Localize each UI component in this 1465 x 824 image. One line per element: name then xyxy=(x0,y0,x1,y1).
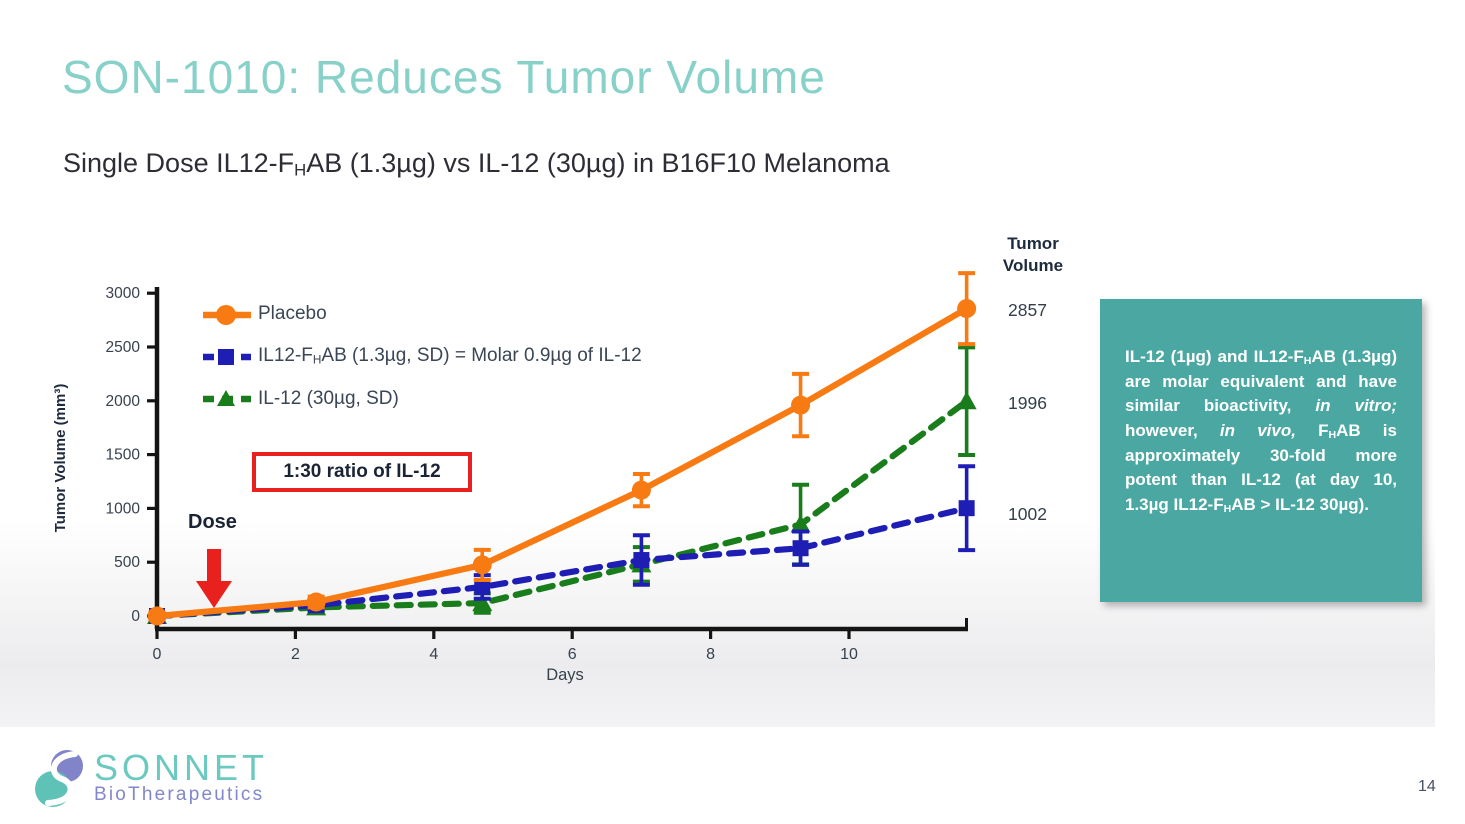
end-value-il12-fhab: 1002 xyxy=(1008,504,1047,524)
svg-text:6: 6 xyxy=(568,646,577,663)
slide-subtitle: Single Dose IL12-FHAB (1.3µg) vs IL-12 (… xyxy=(63,148,890,180)
svg-text:1500: 1500 xyxy=(106,447,141,464)
svg-text:8: 8 xyxy=(706,646,715,663)
legend-sample-triangle xyxy=(203,390,251,406)
tumor-volume-column-header: Tumor Volume xyxy=(1002,234,1064,276)
svg-text:10: 10 xyxy=(840,646,858,663)
svg-text:2: 2 xyxy=(291,646,300,663)
end-value-il12: 1996 xyxy=(1008,393,1047,413)
logo-tagline: BioTherapeutics xyxy=(94,784,265,805)
tumor-volume-chart: 0 500 1000 1500 2000 2500 3000 0 2 4 6 8 10 Days Tumor… xyxy=(52,271,977,684)
legend-label-il12-fhab: IL12-FHAB (1.3µg, SD) = Molar 0.9µg of I… xyxy=(258,345,642,367)
svg-text:2000: 2000 xyxy=(106,393,141,410)
dose-label: Dose xyxy=(188,511,237,533)
legend-sample-square xyxy=(203,349,251,365)
svg-text:Tumor Volume (mm³): Tumor Volume (mm³) xyxy=(52,384,69,533)
page-number: 14 xyxy=(1418,778,1436,795)
svg-text:2500: 2500 xyxy=(106,339,141,356)
dose-arrow-icon xyxy=(196,549,232,608)
summary-callout-box: IL-12 (1µg) and IL12-FHAB (1.3µg) are mo… xyxy=(1100,299,1422,602)
axes: 0 500 1000 1500 2000 2500 3000 0 2 4 6 8 10 Days Tumor… xyxy=(52,285,968,684)
svg-text:0: 0 xyxy=(153,646,162,663)
slide-title: SON-1010: Reduces Tumor Volume xyxy=(62,51,826,103)
end-value-placebo: 2857 xyxy=(1008,300,1047,320)
svg-text:4: 4 xyxy=(429,646,438,663)
sonnet-logo-icon xyxy=(35,750,83,807)
ratio-callout-box: 1:30 ratio of IL-12 xyxy=(252,452,472,492)
legend-label-placebo: Placebo xyxy=(258,303,327,324)
svg-text:1000: 1000 xyxy=(106,500,141,517)
svg-text:0: 0 xyxy=(131,608,140,625)
company-logo: SONNET BioTherapeutics xyxy=(30,744,268,812)
series-circle xyxy=(147,271,977,626)
legend-sample-circle xyxy=(203,305,251,325)
legend-label-il12: IL-12 (30µg, SD) xyxy=(258,388,399,409)
svg-text:500: 500 xyxy=(114,554,140,571)
logo-name: SONNET xyxy=(94,747,269,788)
svg-text:Days: Days xyxy=(546,666,584,684)
svg-text:3000: 3000 xyxy=(106,285,141,302)
